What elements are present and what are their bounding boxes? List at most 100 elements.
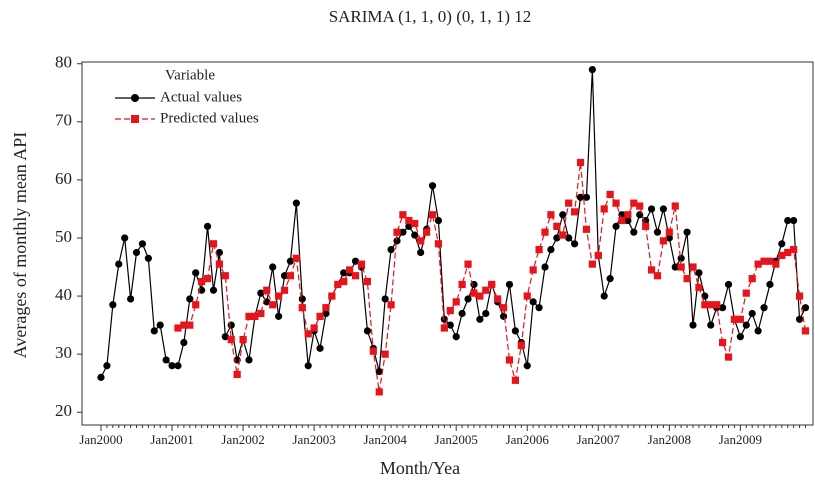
x-tick-label: Jan2006 [506, 432, 550, 447]
point [298, 304, 306, 312]
point [505, 356, 514, 364]
x-tick-label: Jan2008 [648, 432, 691, 447]
point [612, 199, 620, 207]
y-tick-label: 70 [55, 111, 72, 130]
point [476, 315, 484, 323]
point [399, 228, 407, 236]
point [115, 260, 123, 268]
point [790, 216, 798, 225]
point [363, 327, 371, 335]
point [511, 327, 519, 335]
point [127, 295, 135, 303]
point [476, 292, 484, 300]
point [286, 272, 295, 280]
point [529, 266, 537, 274]
point [316, 344, 324, 352]
point [795, 315, 804, 323]
plot-frame [81, 61, 814, 426]
point [760, 304, 768, 312]
point [186, 295, 194, 303]
point [630, 199, 638, 207]
point [428, 182, 437, 190]
point [192, 301, 200, 309]
point [452, 333, 460, 341]
point [523, 292, 531, 300]
series-line [100, 69, 807, 378]
point [499, 312, 508, 320]
point [665, 228, 673, 236]
point [671, 202, 679, 210]
point [606, 275, 614, 283]
point [760, 257, 768, 265]
point [677, 254, 685, 262]
point [405, 216, 413, 225]
point [494, 295, 502, 303]
legend-label: Predicted values [160, 110, 259, 126]
point [351, 257, 360, 265]
point [387, 245, 395, 254]
point [511, 376, 519, 384]
point [375, 367, 383, 376]
point [547, 211, 555, 219]
point [565, 234, 573, 242]
point [778, 251, 786, 260]
point [393, 228, 401, 236]
point [653, 228, 662, 236]
point [286, 257, 295, 265]
point [795, 292, 804, 300]
chart-title: SARIMA (1, 1, 0) (0, 1, 1) 12 [329, 7, 532, 26]
point [138, 240, 147, 248]
point [168, 362, 176, 370]
point [547, 245, 555, 254]
point [393, 237, 401, 245]
point [375, 388, 383, 396]
point [215, 248, 223, 257]
x-tick-label: Jan2004 [363, 432, 407, 447]
point [328, 292, 336, 300]
point [310, 324, 318, 332]
point [784, 248, 792, 257]
point [612, 222, 620, 230]
point [280, 272, 289, 280]
point [452, 298, 460, 306]
point [245, 312, 253, 320]
point [346, 266, 354, 274]
point [636, 211, 644, 219]
point [707, 321, 715, 329]
point [257, 289, 265, 297]
point [665, 234, 673, 242]
point [618, 216, 626, 225]
point [689, 321, 697, 329]
x-tick-label: Jan2003 [292, 432, 335, 447]
point [535, 245, 543, 254]
point [653, 272, 662, 280]
legend-marker [131, 94, 139, 102]
point [642, 222, 650, 230]
point [334, 280, 342, 289]
point [192, 269, 200, 277]
point [571, 208, 579, 216]
point [458, 309, 466, 318]
point [269, 263, 277, 271]
y-tick-label: 20 [55, 401, 72, 420]
point [736, 333, 744, 341]
point [417, 248, 425, 257]
point [565, 199, 573, 207]
point [730, 315, 739, 323]
point [523, 362, 531, 370]
point [227, 336, 235, 344]
point [215, 260, 223, 268]
point [103, 362, 111, 370]
point [553, 222, 561, 230]
point [594, 251, 602, 260]
point [742, 321, 750, 329]
point [464, 260, 472, 268]
point [434, 240, 443, 248]
point [221, 272, 229, 280]
point [482, 286, 490, 294]
point [97, 373, 105, 381]
point [405, 222, 413, 230]
point [363, 277, 371, 286]
point [571, 240, 579, 248]
point [553, 234, 561, 242]
